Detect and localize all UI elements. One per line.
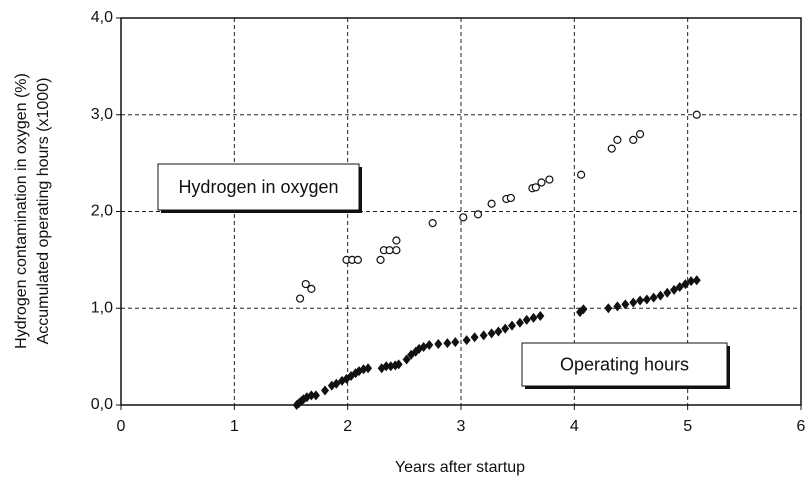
point xyxy=(459,213,468,222)
point xyxy=(392,246,401,255)
legend-box xyxy=(157,163,360,211)
point xyxy=(604,303,613,314)
point xyxy=(649,292,658,303)
point xyxy=(537,178,546,187)
y-tick-label: 1,0 xyxy=(91,299,113,316)
point xyxy=(479,330,488,341)
y-tick-label: 2,0 xyxy=(91,203,113,220)
point xyxy=(629,297,638,308)
point xyxy=(295,294,305,303)
point xyxy=(577,170,586,179)
point xyxy=(692,110,701,119)
point xyxy=(451,337,460,348)
point xyxy=(635,130,645,139)
y-tick-label: 0,0 xyxy=(91,396,113,413)
x-tick-label: 1 xyxy=(230,418,239,435)
point xyxy=(473,210,483,219)
point xyxy=(462,335,471,346)
point xyxy=(629,135,638,145)
point xyxy=(494,326,503,337)
point xyxy=(642,294,651,305)
point xyxy=(394,359,403,370)
point xyxy=(402,354,411,365)
point xyxy=(392,236,401,245)
legend-box xyxy=(521,342,728,387)
x-tick-label: 6 xyxy=(797,418,806,435)
point xyxy=(613,301,622,312)
point xyxy=(385,246,394,255)
point xyxy=(663,287,672,298)
point xyxy=(434,339,443,350)
point xyxy=(301,279,310,289)
point xyxy=(613,135,622,145)
point xyxy=(656,290,665,301)
point xyxy=(536,310,545,321)
point xyxy=(376,255,385,264)
point xyxy=(425,340,434,351)
point xyxy=(621,299,630,310)
point xyxy=(531,183,540,192)
point xyxy=(506,193,515,203)
point xyxy=(522,314,531,325)
point xyxy=(419,341,428,352)
point xyxy=(382,361,391,372)
point xyxy=(487,199,496,208)
legend-label: Hydrogen in oxygen xyxy=(178,177,338,197)
point xyxy=(353,255,362,264)
point xyxy=(501,323,510,334)
point xyxy=(529,312,538,323)
point xyxy=(470,332,479,343)
y-tick-label: 3,0 xyxy=(91,106,113,123)
legend-label: Operating hours xyxy=(560,354,689,374)
point xyxy=(311,390,320,401)
point xyxy=(508,320,516,331)
point xyxy=(307,284,316,293)
plot-frame xyxy=(120,17,802,406)
point xyxy=(364,363,373,374)
point xyxy=(607,144,616,153)
x-tick-label: 0 xyxy=(117,418,126,435)
y-tick-label: 4,0 xyxy=(91,9,113,26)
point xyxy=(428,219,437,228)
y-axis-label: Accumulated operating hours (x1000) xyxy=(35,78,52,345)
point xyxy=(321,385,329,396)
point xyxy=(545,175,554,184)
point xyxy=(515,317,524,328)
y-axis-label: Hydrogen contamination in oxygen (%) xyxy=(13,73,30,349)
point xyxy=(487,328,496,339)
point xyxy=(636,295,645,306)
x-axis-label: Years after startup xyxy=(395,459,525,476)
point xyxy=(307,390,316,401)
point xyxy=(443,338,452,349)
point xyxy=(692,275,701,286)
x-tick-label: 3 xyxy=(457,418,466,435)
x-tick-label: 5 xyxy=(683,418,692,435)
point xyxy=(687,276,696,287)
x-tick-label: 2 xyxy=(343,418,352,435)
x-tick-label: 4 xyxy=(570,418,579,435)
point xyxy=(579,304,588,315)
